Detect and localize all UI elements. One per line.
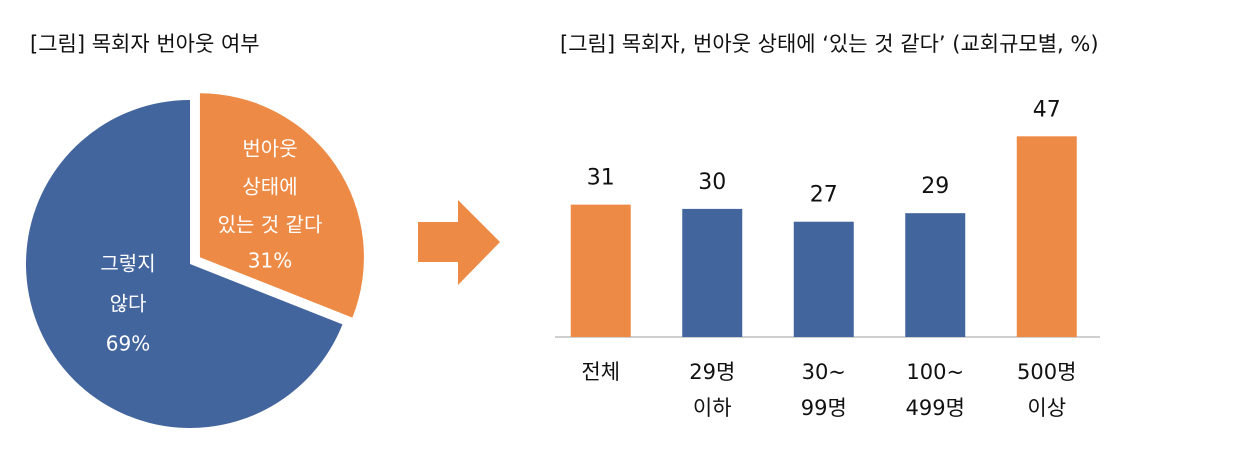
x-tick-label: 99명 bbox=[801, 396, 847, 420]
pie-title: [그림] 목회자 번아웃 여부 bbox=[30, 32, 260, 56]
bar-value-label: 27 bbox=[810, 183, 838, 208]
slice-value-label: 31% bbox=[248, 249, 292, 273]
slice-label: 않다 bbox=[110, 292, 147, 316]
arrow bbox=[418, 200, 500, 285]
bar bbox=[682, 208, 743, 337]
bar bbox=[1016, 136, 1077, 337]
x-tick-label: 499명 bbox=[906, 396, 965, 420]
pie-slice bbox=[25, 100, 343, 428]
x-tick-label: 전체 bbox=[581, 360, 620, 384]
x-tick-label: 이하 bbox=[693, 396, 732, 420]
slice-value-label: 69% bbox=[106, 332, 150, 356]
slice-label: 그렇지 bbox=[100, 252, 155, 276]
x-tick-label: 이상 bbox=[1027, 396, 1066, 420]
bar bbox=[793, 221, 854, 337]
x-tick-label: 100~ bbox=[906, 360, 964, 384]
bar-title: [그림] 목회자, 번아웃 상태에 ‘있는 것 같다’ (교회규모별, %) bbox=[560, 32, 1099, 56]
bar-value-label: 31 bbox=[587, 166, 615, 191]
x-tick-label: 29명 bbox=[689, 360, 735, 384]
bar-value-label: 47 bbox=[1033, 97, 1061, 122]
x-tick-label: 500명 bbox=[1017, 360, 1076, 384]
x-tick-label: 30~ bbox=[802, 360, 846, 384]
bar bbox=[570, 204, 631, 337]
bar-value-label: 30 bbox=[698, 170, 726, 195]
slice-label: 상태에 bbox=[242, 175, 297, 199]
slice-label: 번아웃 bbox=[242, 137, 297, 161]
pie-slice bbox=[199, 93, 364, 318]
slice-label: 있는 것 같다 bbox=[218, 213, 323, 237]
bar-value-label: 29 bbox=[921, 174, 949, 199]
bar bbox=[905, 213, 966, 337]
